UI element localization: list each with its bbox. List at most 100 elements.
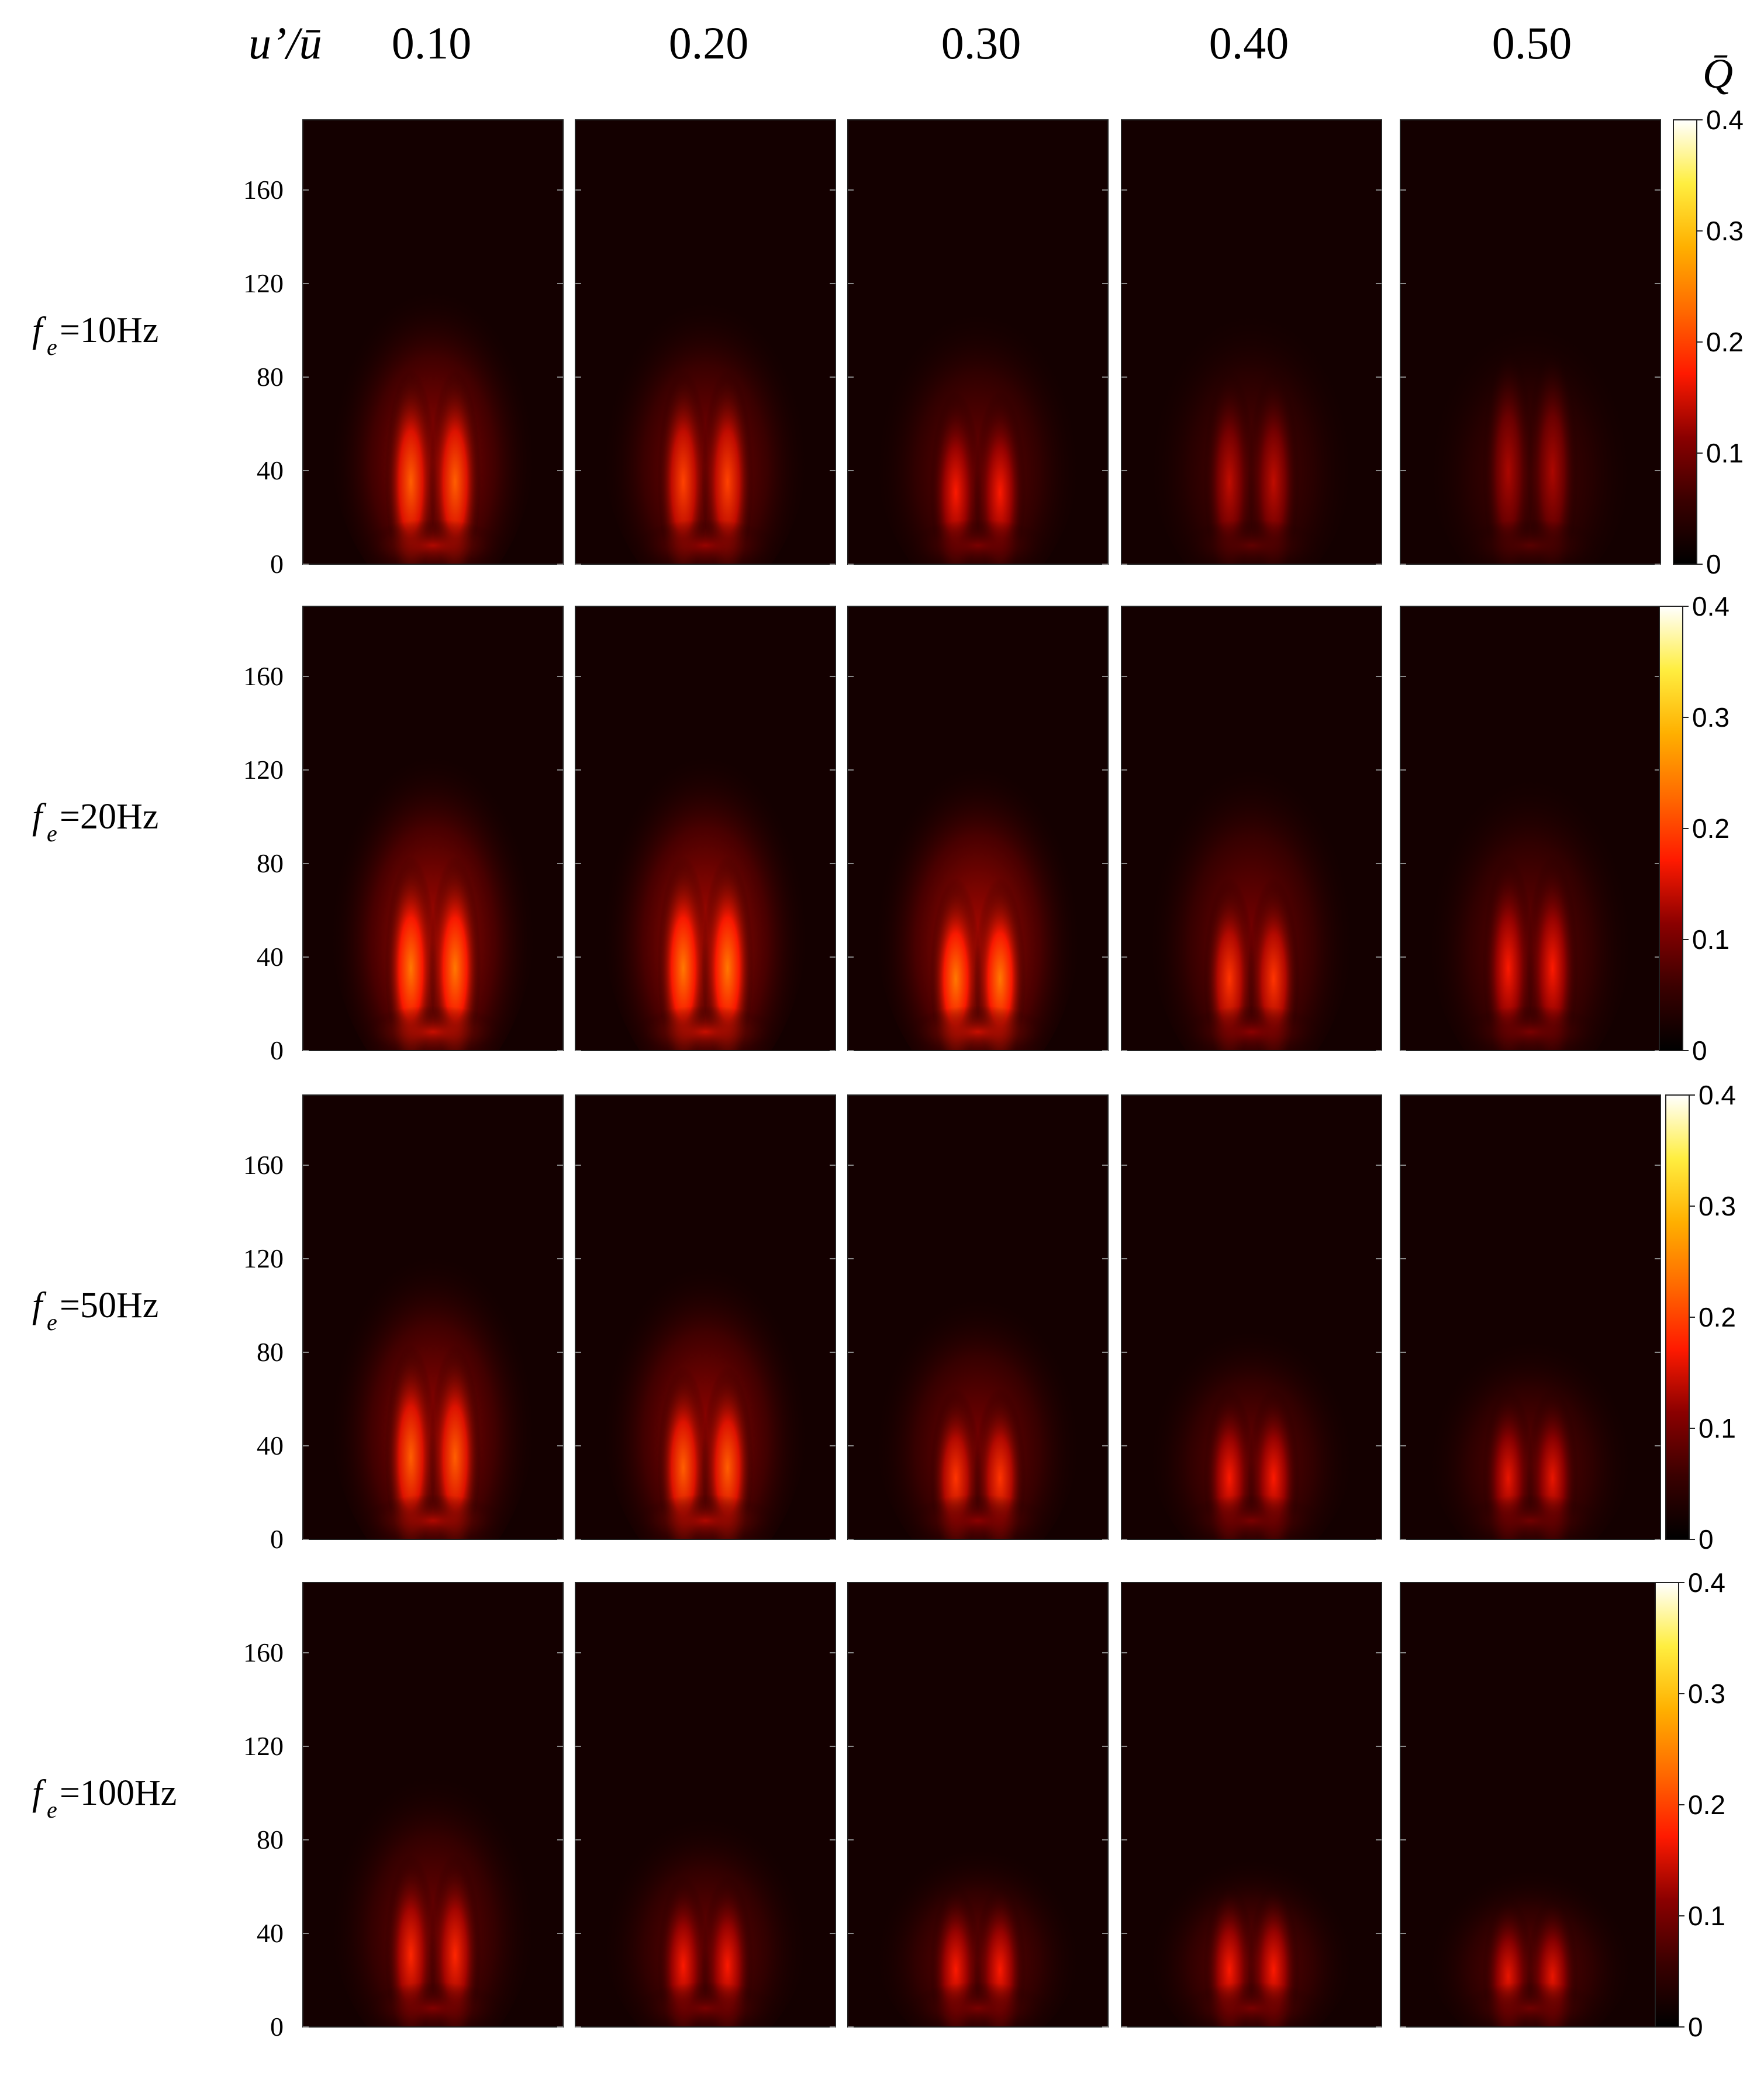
flame-glow bbox=[601, 1226, 810, 1539]
colorbar-3: 0 0.1 0.2 0.3 0.4 bbox=[1665, 1080, 1736, 1555]
colorbar-tick-label: 0.4 bbox=[1692, 591, 1730, 621]
svg-text:e: e bbox=[47, 1797, 57, 1823]
panel-frame bbox=[302, 606, 564, 1051]
heatmap-panel-r3-c5 bbox=[1400, 1094, 1661, 1540]
svg-text:=100Hz: =100Hz bbox=[60, 1773, 177, 1813]
colorbar-tick-label: 0.3 bbox=[1688, 1679, 1725, 1709]
flame-lobe bbox=[1482, 845, 1535, 1051]
svg-text:=20Hz: =20Hz bbox=[60, 797, 158, 837]
svg-text:e: e bbox=[47, 820, 57, 847]
flame-base bbox=[632, 1494, 779, 1539]
flame-glow bbox=[601, 1786, 810, 2027]
colorbar-tick-label: 0.1 bbox=[1692, 924, 1730, 955]
column-label-0-20: 0.20 bbox=[669, 18, 749, 68]
flame-base bbox=[632, 1982, 779, 2027]
y-tick-label: 160 bbox=[243, 661, 284, 691]
panel-frame bbox=[847, 1582, 1109, 2028]
flame-base bbox=[360, 1494, 506, 1539]
panel-frame bbox=[575, 1094, 836, 1540]
y-tick-label: 40 bbox=[257, 1918, 284, 1948]
flame-lobe bbox=[429, 358, 481, 564]
panel-frame bbox=[575, 1582, 836, 2028]
colorbar-tick-label: 0.3 bbox=[1699, 1191, 1736, 1221]
colorbar-tick-label: 0.4 bbox=[1688, 1567, 1725, 1598]
colorbar-title: Q̄ bbox=[1703, 50, 1733, 97]
y-tick-label: 160 bbox=[243, 1150, 284, 1180]
colorbar-tick-label: 0 bbox=[1706, 549, 1721, 579]
flame-lobe bbox=[701, 845, 754, 1051]
flame-lobe bbox=[1247, 358, 1300, 564]
flame-lobe bbox=[974, 868, 1026, 1051]
flame-base bbox=[1457, 1494, 1604, 1539]
colorbar-2: 0 0.1 0.2 0.3 0.4 bbox=[1659, 591, 1730, 1066]
panel-frame bbox=[1121, 1094, 1382, 1540]
y-tick-label: 160 bbox=[243, 175, 284, 205]
flame-base bbox=[360, 1006, 506, 1051]
heatmap-panel-r4-c1 bbox=[302, 1582, 564, 2028]
panel-frame bbox=[302, 1582, 564, 2028]
flame-base bbox=[1457, 1982, 1604, 2027]
colorbar-tick-label: 0.1 bbox=[1688, 1901, 1725, 1931]
panel-frame bbox=[1121, 1582, 1382, 2028]
column-label-0-50: 0.50 bbox=[1492, 18, 1572, 68]
flame-lobe bbox=[657, 845, 710, 1051]
flame-base bbox=[1178, 519, 1325, 564]
heatmap-panel-r2-c3 bbox=[847, 606, 1109, 1051]
svg-text:f: f bbox=[32, 797, 47, 837]
heatmap-panel-r3-c1 bbox=[302, 1094, 564, 1540]
heatmap-panel-r1-c5 bbox=[1400, 119, 1661, 565]
colorbar-tick-label: 0.4 bbox=[1706, 105, 1744, 135]
row-label-3: f e =50Hz bbox=[32, 1286, 158, 1335]
heatmap-panel-r4-c4 bbox=[1121, 1582, 1382, 2028]
colorbar-tick-label: 0.2 bbox=[1699, 1302, 1736, 1332]
panel-frame bbox=[847, 119, 1109, 565]
flame-glow bbox=[329, 251, 537, 564]
y-tick-label: 80 bbox=[257, 1337, 284, 1367]
flame-glow bbox=[329, 713, 537, 1051]
row-label-2: f e =20Hz bbox=[32, 797, 158, 847]
flame-lobe bbox=[930, 868, 982, 1051]
colorbar-tick-label: 0 bbox=[1688, 2012, 1703, 2042]
y-tick-label: 120 bbox=[243, 268, 284, 298]
panel-frame bbox=[1121, 606, 1382, 1051]
column-label-0-30: 0.30 bbox=[941, 18, 1021, 68]
flame-lobe bbox=[429, 1844, 481, 2027]
heatmap-panel-r2-c4 bbox=[1121, 606, 1382, 1051]
row-label-1: f e =10Hz bbox=[32, 310, 158, 360]
flame-base bbox=[632, 1006, 779, 1051]
heatmap-panel-r1-c1 bbox=[302, 119, 564, 565]
flame-glow bbox=[1426, 737, 1635, 1051]
colorbar-tick-label: 0 bbox=[1699, 1524, 1714, 1555]
flame-lobe bbox=[701, 358, 754, 564]
flame-lobe bbox=[1482, 336, 1535, 564]
flame-lobe bbox=[429, 1334, 481, 1539]
colorbar-4: 0 0.1 0.2 0.3 0.4 bbox=[1655, 1567, 1725, 2042]
svg-text:=10Hz: =10Hz bbox=[60, 310, 158, 350]
y-tick-label: 0 bbox=[270, 1524, 284, 1554]
panel-frame bbox=[847, 606, 1109, 1051]
flame-glow bbox=[874, 1262, 1082, 1539]
flame-base bbox=[632, 519, 779, 564]
flame-lobe bbox=[930, 381, 982, 564]
heatmap-panel-r1-c4 bbox=[1121, 119, 1382, 565]
flame-base bbox=[1178, 1494, 1325, 1539]
colorbar-tick-label: 0.2 bbox=[1692, 813, 1730, 844]
row-label-4: f e =100Hz bbox=[32, 1773, 177, 1823]
flame-lobe bbox=[385, 1334, 437, 1539]
y-tick-label: 0 bbox=[270, 1035, 284, 1065]
svg-text:f: f bbox=[32, 1773, 47, 1813]
colorbar-tick-label: 0.3 bbox=[1706, 216, 1744, 246]
flame-lobe bbox=[701, 1356, 754, 1539]
figure-header: u’/ū 0.10 0.20 0.30 0.40 0.50 Q̄ bbox=[248, 18, 1733, 97]
flame-lobe bbox=[385, 1844, 437, 2027]
colorbar-tick-label: 0.4 bbox=[1699, 1080, 1736, 1110]
column-label-0-40: 0.40 bbox=[1209, 18, 1289, 68]
y-tick-label: 40 bbox=[257, 1431, 284, 1460]
flame-lobe bbox=[385, 845, 437, 1051]
svg-text:e: e bbox=[47, 1309, 57, 1335]
flame-lobe bbox=[1526, 336, 1579, 564]
colorbar-tick-label: 0.2 bbox=[1706, 327, 1744, 357]
y-tick-label: 40 bbox=[257, 942, 284, 972]
flame-base bbox=[905, 1494, 1051, 1539]
